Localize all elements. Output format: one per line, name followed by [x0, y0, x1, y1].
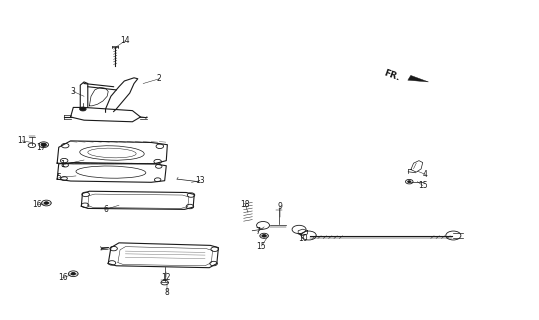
Text: 6: 6 — [103, 205, 108, 214]
Circle shape — [262, 235, 266, 237]
Text: 15: 15 — [257, 242, 266, 251]
Text: 11: 11 — [17, 136, 27, 145]
Circle shape — [407, 181, 411, 183]
Text: FR.: FR. — [383, 68, 402, 83]
Circle shape — [80, 107, 86, 111]
Polygon shape — [408, 76, 429, 82]
Text: 14: 14 — [121, 36, 130, 45]
Text: 9: 9 — [278, 202, 282, 211]
Text: 1: 1 — [60, 160, 65, 169]
Circle shape — [71, 272, 75, 275]
Text: 13: 13 — [195, 176, 204, 185]
Text: 17: 17 — [36, 143, 46, 152]
Text: 2: 2 — [157, 74, 162, 83]
Text: 7: 7 — [255, 227, 260, 236]
Text: 10: 10 — [298, 234, 308, 243]
Text: 3: 3 — [71, 87, 75, 96]
Text: 16: 16 — [32, 200, 42, 209]
Text: 5: 5 — [56, 173, 61, 182]
Text: 15: 15 — [418, 181, 427, 190]
Text: 12: 12 — [162, 273, 171, 282]
Circle shape — [44, 202, 49, 204]
Text: 16: 16 — [58, 273, 67, 282]
Text: 8: 8 — [165, 288, 170, 297]
Text: 18: 18 — [240, 200, 250, 209]
Circle shape — [41, 143, 46, 146]
Text: 4: 4 — [423, 170, 428, 179]
